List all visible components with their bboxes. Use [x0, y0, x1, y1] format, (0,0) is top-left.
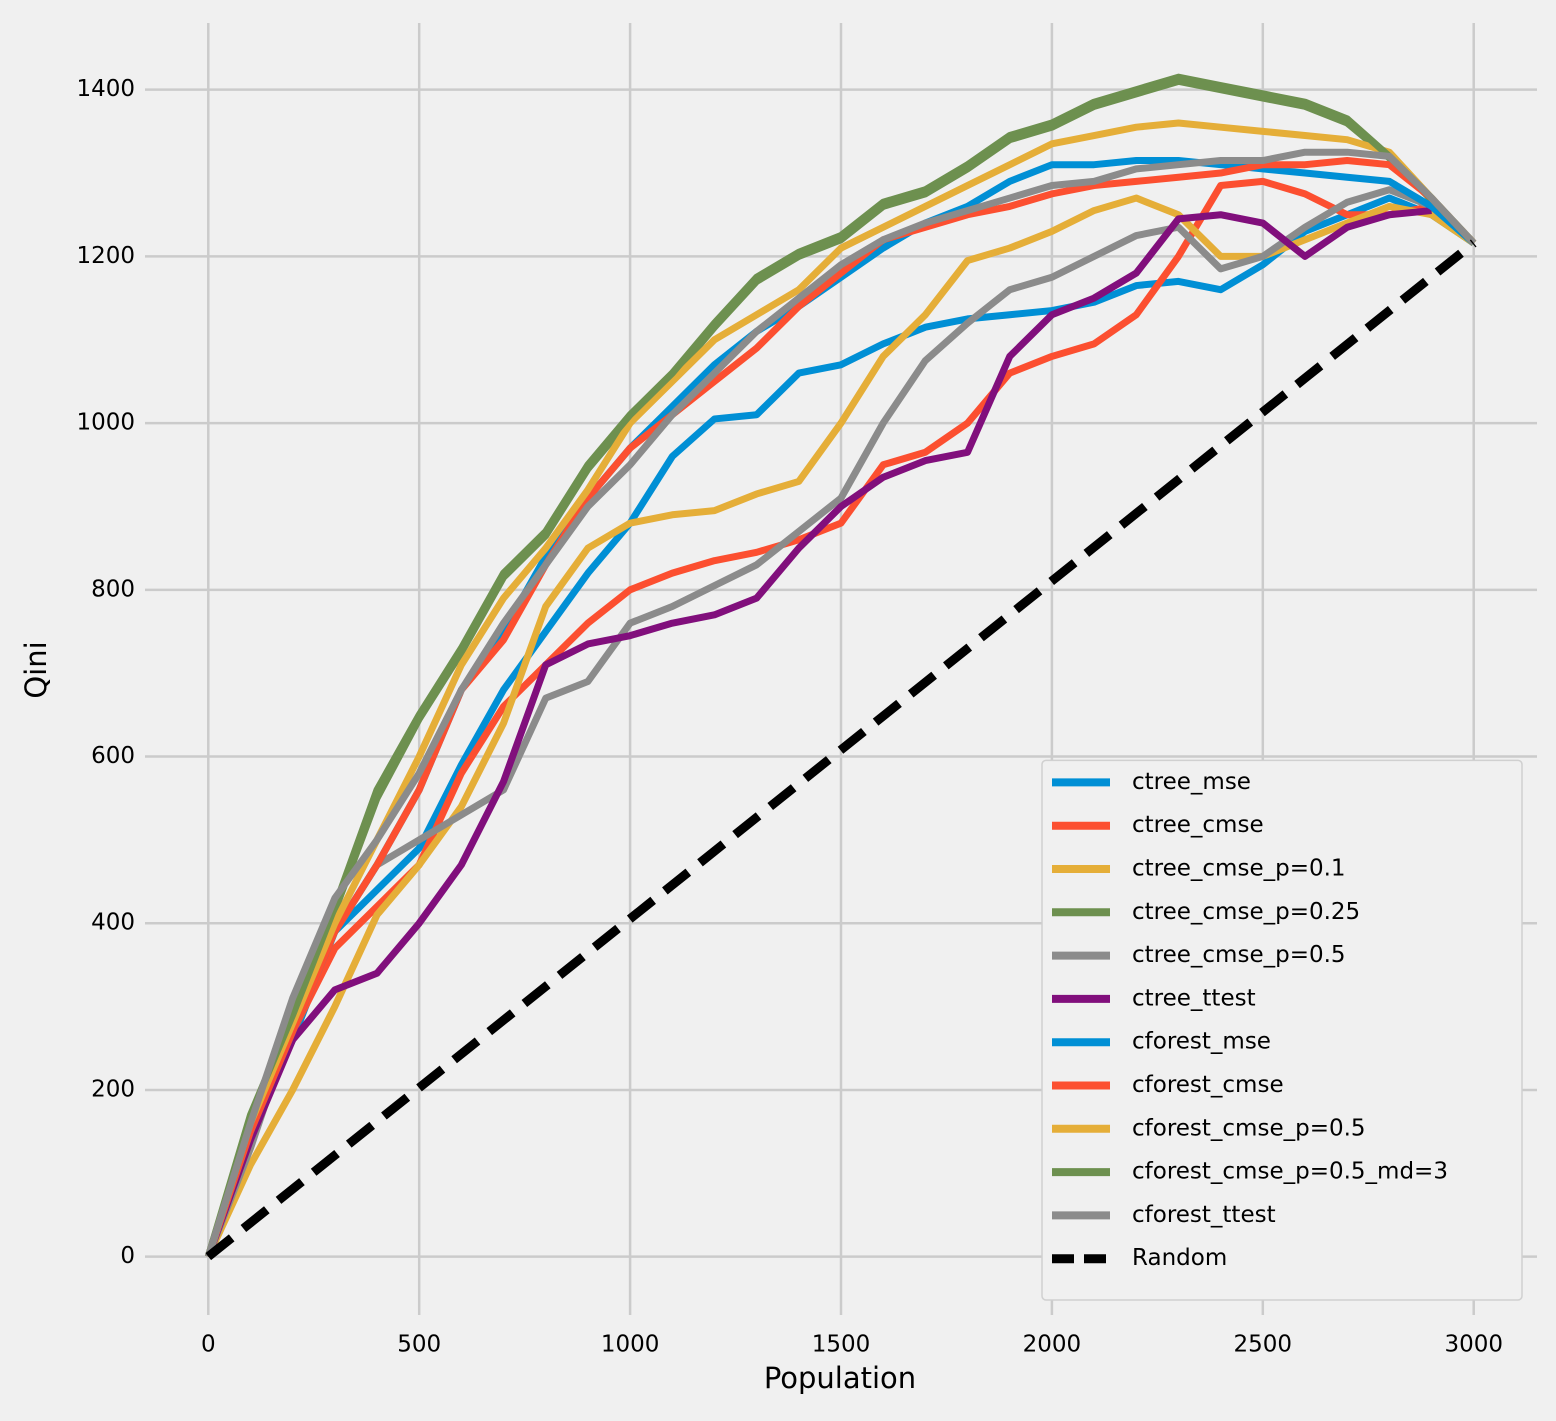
x-axis-label: Population: [764, 1361, 916, 1395]
series-line: [204, 73, 1477, 1258]
series-line: [205, 239, 1477, 1261]
legend-label: ctree_mse: [1132, 769, 1251, 795]
x-tick-label: 1000: [601, 1332, 660, 1358]
legend-label: ctree_cmse_p=0.1: [1132, 856, 1346, 882]
y-tick-label: 400: [91, 910, 135, 936]
x-tick-label: 0: [201, 1332, 216, 1358]
legend-label: ctree_ttest: [1132, 985, 1256, 1011]
legend-box: [1041, 759, 1523, 1301]
legend-label: cforest_cmse_p=0.5: [1132, 1115, 1366, 1141]
y-tick-label: 600: [91, 743, 135, 769]
legend-label: ctree_cmse_p=0.25: [1132, 899, 1360, 925]
series-line: [204, 157, 1477, 1258]
legend-label: cforest_cmse_p=0.5_md=3: [1132, 1159, 1448, 1185]
series-line: [204, 207, 1432, 1258]
x-tick-label: 3000: [1444, 1332, 1503, 1358]
y-tick-label: 200: [91, 1076, 135, 1102]
y-tick-label: 800: [91, 576, 135, 602]
series-line: [205, 186, 1477, 1258]
series-line: [204, 194, 1476, 1258]
y-tick-label: 1000: [76, 410, 135, 436]
x-tick-label: 1500: [812, 1332, 871, 1358]
series-line: [204, 148, 1477, 1258]
legend-label: cforest_ttest: [1132, 1202, 1276, 1228]
legend: ctree_mse ctree_cmse ctree_cmse_p=0.1ctree…: [1041, 759, 1523, 1301]
x-tick-label: 2000: [1023, 1332, 1082, 1358]
y-axis-label: Qini: [19, 641, 53, 698]
legend-label: Random: [1132, 1245, 1227, 1271]
x-tick-label: 500: [397, 1332, 441, 1358]
legend-label: ctree_cmse: [1132, 812, 1264, 838]
legend-label: cforest_cmse: [1132, 1072, 1284, 1098]
series-line: [204, 119, 1477, 1258]
legend-label: ctree_cmse_p=0.5: [1132, 942, 1346, 968]
x-tick-label: 2500: [1234, 1332, 1293, 1358]
y-tick-label: 1400: [76, 76, 135, 102]
y-tick-label: 1200: [76, 243, 135, 269]
y-tick-label: 0: [120, 1243, 135, 1269]
legend-label: cforest_mse: [1132, 1029, 1271, 1055]
